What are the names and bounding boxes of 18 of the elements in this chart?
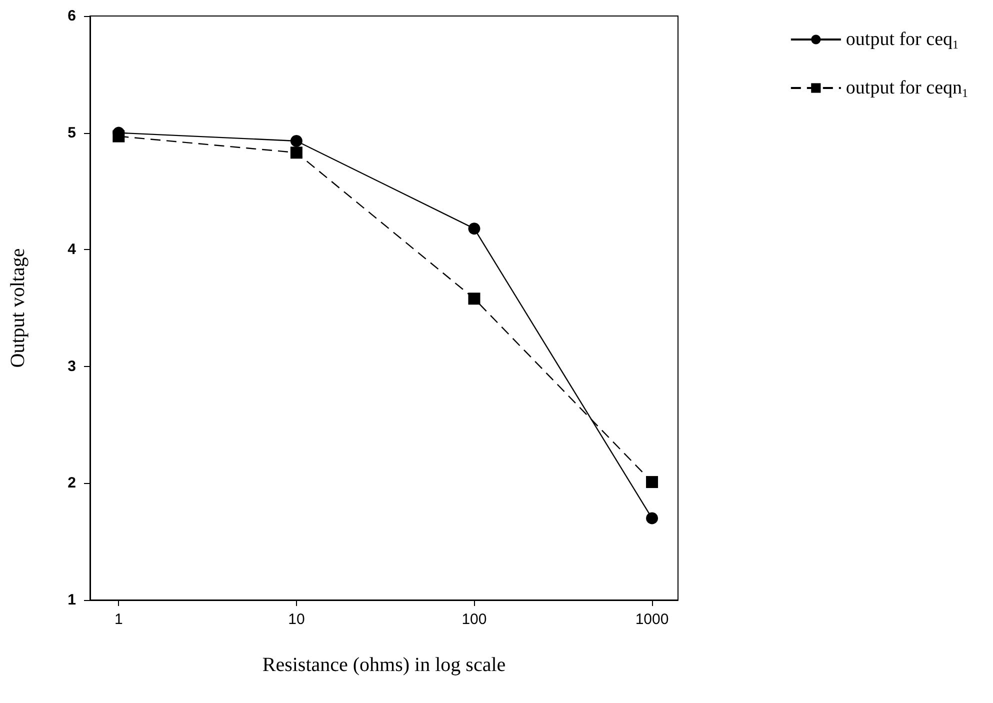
point (290, 146, 302, 159)
y-tick-label: 1 (68, 592, 76, 608)
y-tick-label: 5 (68, 124, 76, 142)
point (646, 512, 658, 524)
point (468, 222, 480, 235)
x-tick-label: 10 (288, 611, 305, 628)
point (468, 292, 480, 305)
y-axis-title: Output voltage (7, 248, 29, 368)
x-tick-label: 1000 (635, 611, 669, 628)
y-tick-label: 4 (68, 241, 77, 258)
x-tick-label: 1 (114, 611, 123, 628)
point (646, 476, 658, 488)
x-tick-label: 100 (462, 611, 487, 628)
point (290, 134, 302, 147)
y-tick-label: 2 (68, 474, 76, 492)
y-tick-label: 6 (68, 8, 76, 24)
x-axis-title: Resistance (ohms) in log scale (262, 654, 506, 676)
y-tick-label: 3 (68, 358, 76, 375)
